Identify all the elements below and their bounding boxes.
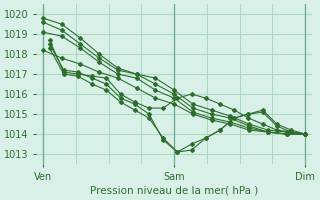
X-axis label: Pression niveau de la mer( hPa ): Pression niveau de la mer( hPa ) <box>90 186 258 196</box>
